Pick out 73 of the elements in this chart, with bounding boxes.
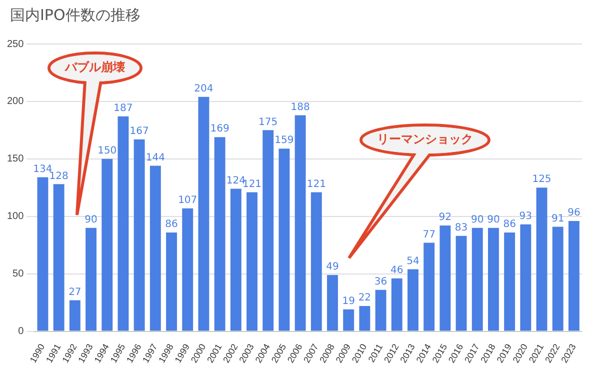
y-tick-label: 50 [12,268,24,280]
data-label: 19 [342,296,355,308]
y-tick-label: 250 [6,38,24,50]
bar [408,269,418,331]
bar [552,226,564,331]
data-label: 27 [68,286,82,298]
bar [150,166,161,331]
bar [134,139,145,331]
y-tick-label: 200 [6,96,24,108]
data-label: 36 [374,276,388,288]
bar [568,220,580,331]
annotation: リーマンショック [377,132,473,146]
bar [310,192,322,331]
data-label: 121 [306,178,326,190]
data-label: 46 [390,265,404,276]
bar [472,228,483,331]
data-label: 188 [290,102,310,113]
data-label: 90 [471,214,484,226]
bar [391,278,402,331]
bar [102,158,113,331]
bar [53,184,64,331]
data-label: 125 [532,174,552,186]
bar [86,228,96,331]
bar [166,232,177,331]
data-label: 93 [519,210,532,222]
data-label: 83 [454,222,468,234]
data-label: 150 [98,146,117,156]
bar [294,115,306,331]
data-label: 90 [487,214,500,226]
data-label: 54 [406,256,420,267]
data-label: 169 [210,124,230,135]
data-label: 175 [258,116,278,128]
y-tick-label: 0 [18,326,24,338]
data-label: 90 [84,214,98,226]
bar [488,228,499,331]
bar [456,236,467,331]
bar [214,137,226,331]
bar [262,130,274,331]
bar [375,290,386,331]
data-label: 91 [551,213,564,224]
bar [424,242,435,331]
chart-title: 国内IPO件数の推移 [10,6,140,25]
bar [182,208,194,331]
data-label: 167 [130,126,149,137]
bar [230,188,242,331]
bar [343,309,354,331]
bar [246,192,258,331]
data-label: 49 [326,262,339,273]
bar [359,306,370,331]
bar [536,188,548,331]
data-label: 86 [165,219,178,230]
data-label: 159 [274,135,294,146]
data-label: 86 [503,219,516,230]
bar [504,232,516,331]
y-tick-label: 150 [6,154,24,165]
data-label: 204 [194,83,214,94]
bar [69,300,80,331]
bar [520,224,532,331]
bar [198,96,210,331]
data-label: 22 [358,292,372,304]
data-label: 77 [422,229,436,240]
data-label: 96 [568,208,580,219]
bar [440,226,451,331]
bar [118,116,129,331]
y-tick-label: 100 [6,211,24,222]
annotation: バブル崩壊 [64,60,125,74]
data-label: 187 [114,102,133,114]
bar [327,274,338,331]
bar [278,148,290,331]
data-label: 92 [438,212,452,224]
data-label: 144 [146,152,165,164]
data-label: 107 [178,194,198,206]
bar [37,177,48,331]
